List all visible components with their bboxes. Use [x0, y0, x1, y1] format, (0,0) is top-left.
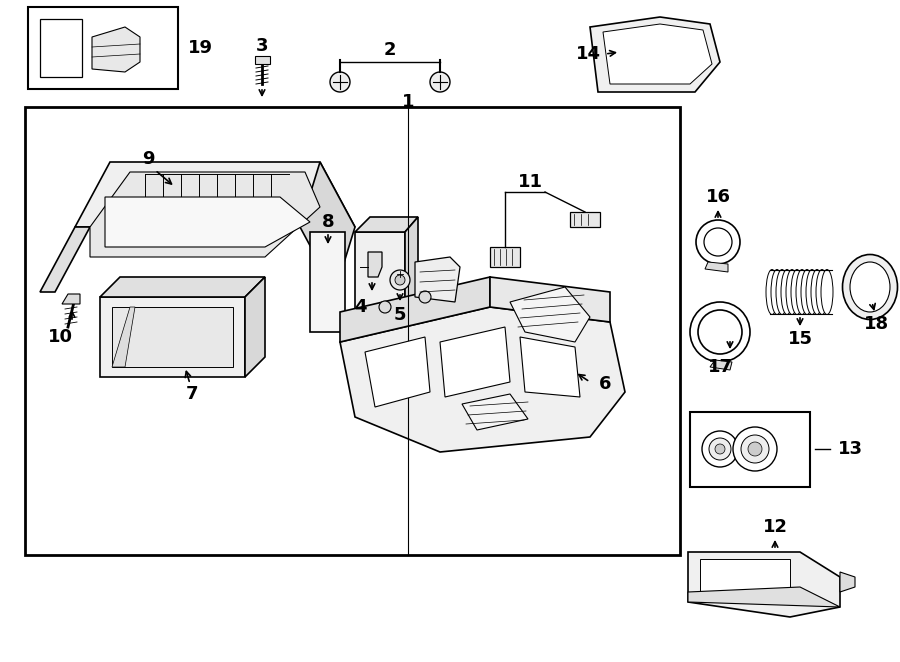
Bar [25, 107, 680, 555]
Text: 18: 18 [864, 315, 889, 333]
Text: 8: 8 [321, 213, 334, 231]
Polygon shape [490, 277, 610, 322]
Polygon shape [62, 294, 80, 304]
Ellipse shape [816, 269, 828, 314]
Polygon shape [90, 172, 320, 257]
Circle shape [698, 310, 742, 354]
Polygon shape [462, 394, 528, 430]
Polygon shape [105, 197, 310, 247]
Text: 10: 10 [48, 328, 73, 346]
Circle shape [748, 442, 762, 456]
Ellipse shape [786, 269, 798, 314]
Bar [28, 7, 178, 89]
Text: 4: 4 [354, 298, 366, 316]
Circle shape [715, 444, 725, 454]
Text: 12: 12 [762, 518, 788, 536]
Polygon shape [112, 307, 135, 367]
Text: 7: 7 [185, 385, 198, 403]
Polygon shape [112, 307, 233, 367]
Polygon shape [340, 307, 625, 452]
Polygon shape [365, 337, 430, 407]
Text: 16: 16 [706, 188, 731, 206]
Circle shape [733, 427, 777, 471]
Polygon shape [75, 162, 355, 227]
Ellipse shape [766, 269, 778, 314]
Circle shape [430, 72, 450, 92]
Ellipse shape [842, 254, 897, 320]
Ellipse shape [801, 269, 813, 314]
Polygon shape [300, 162, 355, 292]
Polygon shape [520, 337, 580, 397]
Polygon shape [603, 24, 712, 84]
Circle shape [702, 431, 738, 467]
Text: 11: 11 [518, 173, 543, 191]
Text: 17: 17 [707, 358, 733, 376]
Circle shape [390, 270, 410, 290]
Ellipse shape [791, 269, 803, 314]
Circle shape [704, 228, 732, 256]
Ellipse shape [776, 269, 788, 314]
Polygon shape [840, 572, 855, 592]
Bar [690, 412, 810, 487]
Ellipse shape [771, 269, 783, 314]
Text: 9: 9 [142, 150, 154, 168]
Polygon shape [355, 217, 418, 232]
Polygon shape [40, 227, 90, 292]
Ellipse shape [796, 269, 808, 314]
Polygon shape [440, 327, 510, 397]
Polygon shape [590, 17, 720, 92]
Circle shape [741, 435, 769, 463]
Polygon shape [688, 552, 840, 617]
Polygon shape [355, 232, 405, 347]
Polygon shape [92, 27, 140, 72]
Polygon shape [490, 247, 520, 267]
Polygon shape [570, 212, 600, 227]
Polygon shape [415, 257, 460, 302]
Circle shape [330, 72, 350, 92]
Circle shape [419, 291, 431, 303]
Polygon shape [710, 360, 732, 370]
Text: 5: 5 [394, 306, 406, 324]
Text: 14: 14 [575, 45, 600, 63]
Text: 1: 1 [401, 93, 414, 111]
Polygon shape [340, 277, 490, 342]
Bar [40, 19, 82, 77]
Polygon shape [245, 277, 265, 377]
Circle shape [696, 220, 740, 264]
Polygon shape [705, 262, 728, 272]
Text: 2: 2 [383, 41, 396, 59]
Polygon shape [368, 252, 382, 277]
Text: 3: 3 [256, 37, 268, 55]
Text: 13: 13 [838, 440, 862, 458]
Circle shape [395, 275, 405, 285]
Circle shape [690, 302, 750, 362]
Polygon shape [100, 277, 265, 297]
Ellipse shape [821, 269, 833, 314]
Polygon shape [100, 297, 245, 377]
Circle shape [709, 438, 731, 460]
Text: 19: 19 [187, 39, 212, 57]
Ellipse shape [850, 262, 890, 312]
Polygon shape [688, 587, 840, 607]
Polygon shape [255, 56, 270, 64]
Ellipse shape [811, 269, 823, 314]
Polygon shape [510, 287, 590, 342]
Polygon shape [405, 217, 418, 347]
Text: 15: 15 [788, 330, 813, 348]
Polygon shape [310, 232, 345, 332]
Text: 6: 6 [598, 375, 611, 393]
Ellipse shape [781, 269, 793, 314]
Circle shape [379, 301, 391, 313]
Ellipse shape [806, 269, 818, 314]
Bar [700, 559, 790, 594]
